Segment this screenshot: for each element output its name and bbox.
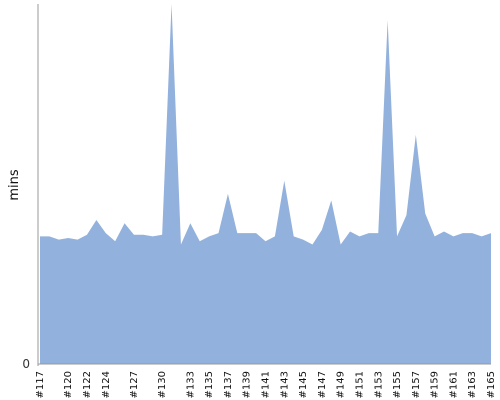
x-tick-label: #122 (82, 371, 93, 398)
x-tick-label: #159 (430, 371, 441, 398)
x-tick-label: #161 (448, 371, 459, 398)
x-tick-label: #145 (298, 371, 309, 398)
x-tick-label: #139 (242, 371, 253, 398)
x-tick-label: #155 (392, 371, 403, 398)
x-tick-labels: #117 #120 #122 #124 #127 #130 #133 #135 #137 #139… (35, 371, 497, 398)
y-axis-title: mins (7, 169, 22, 201)
x-tick-label: #143 (279, 371, 290, 398)
x-tick-label: #137 (223, 371, 234, 398)
x-tick-label: #153 (373, 371, 384, 398)
x-tick-label: #120 (63, 371, 74, 398)
x-tick-label: #151 (354, 371, 365, 398)
x-tick-label: #135 (204, 371, 215, 398)
series-area (40, 4, 491, 364)
x-tick-label: #133 (185, 371, 196, 398)
x-tick-label: #165 (486, 371, 497, 398)
x-tick-label: #149 (336, 371, 347, 398)
plot-area (40, 4, 491, 364)
x-tick-label: #163 (467, 371, 478, 398)
x-tick-label: #124 (101, 371, 112, 398)
x-tick-label: #117 (35, 371, 46, 398)
y-tick-label-zero: 0 (22, 357, 30, 371)
x-tick-label: #141 (261, 371, 272, 398)
x-tick-label: #147 (317, 371, 328, 398)
x-tick-label: #157 (411, 371, 422, 398)
x-tick-label: #127 (129, 371, 140, 398)
x-tick-label: #130 (157, 371, 168, 398)
